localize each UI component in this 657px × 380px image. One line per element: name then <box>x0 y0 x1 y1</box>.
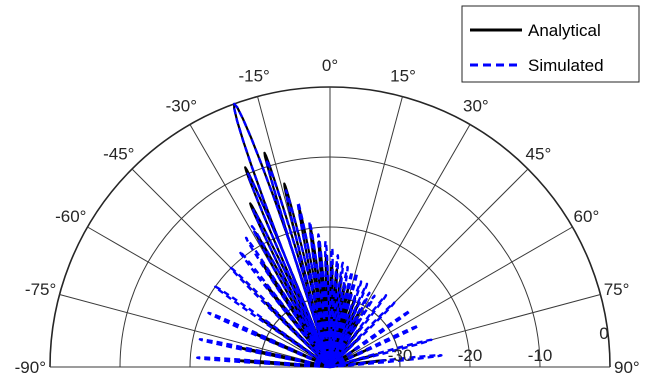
simulated-lobe <box>328 291 371 368</box>
angle-tick-label: 75° <box>604 280 630 299</box>
simulated-lobe <box>317 233 332 368</box>
simulated-lobe <box>329 338 433 369</box>
angle-tick-label: 15° <box>390 66 416 85</box>
simulated-lobe <box>328 294 376 368</box>
angle-tick-label: -30° <box>166 96 197 115</box>
legend-box <box>461 5 640 83</box>
simulated-lobe <box>238 250 331 368</box>
radial-tick-label: 0 <box>599 324 608 343</box>
simulated-lobe <box>214 285 331 368</box>
angle-tick-label: 0° <box>322 56 338 75</box>
simulated-lobe <box>308 220 332 368</box>
grid-spoke <box>59 294 331 368</box>
simulated-lobe <box>329 354 443 369</box>
angle-tick-label: -90° <box>15 358 46 377</box>
simulated-lobe <box>296 200 332 368</box>
radial-tick-label: -30 <box>388 346 413 365</box>
simulated-lobe <box>244 236 332 368</box>
simulated-lobe <box>198 338 331 369</box>
analytical-lobe <box>328 291 353 368</box>
series-simulated <box>196 102 443 369</box>
simulated-lobe <box>246 172 332 368</box>
angle-tick-label: -15° <box>238 66 269 85</box>
simulated-lobe <box>324 239 332 368</box>
series-layer <box>196 102 443 369</box>
angle-tick-label: -75° <box>25 280 56 299</box>
angle-tick-label: 30° <box>463 96 489 115</box>
angle-tick-label: 60° <box>574 207 600 226</box>
simulated-lobe <box>328 280 363 368</box>
simulated-lobe <box>229 266 331 368</box>
simulated-lobe <box>207 311 331 369</box>
grid-spoke <box>329 226 573 368</box>
simulated-lobe <box>328 282 369 368</box>
simulated-lobe <box>252 208 332 368</box>
simulated-lobe <box>328 254 340 368</box>
simulated-lobe <box>328 261 345 368</box>
analytical-lobe <box>329 359 387 369</box>
grid-spoke <box>87 226 331 368</box>
legend-label-analytical: Analytical <box>528 21 601 40</box>
tick-labels: -90° -75° -60° -45° -30° -15° 0° 15° 30° 45° 60° 75… <box>15 56 640 377</box>
simulated-lobe <box>265 158 332 368</box>
simulated-lobe <box>329 294 388 368</box>
legend: Analytical Simulated <box>461 5 640 83</box>
simulated-lobe <box>284 189 332 368</box>
angle-tick-label: 90° <box>614 358 640 377</box>
angle-tick-label: -60° <box>55 207 86 226</box>
legend-label-simulated: Simulated <box>528 56 604 75</box>
radial-tick-label: -20 <box>458 346 483 365</box>
simulated-lobe <box>233 102 332 368</box>
radial-tick-label: -10 <box>528 346 553 365</box>
simulated-lobe <box>196 356 331 369</box>
angle-tick-label: -45° <box>103 144 134 163</box>
simulated-lobe <box>329 301 396 368</box>
simulated-lobe <box>250 225 332 368</box>
angle-tick-label: 45° <box>526 144 552 163</box>
